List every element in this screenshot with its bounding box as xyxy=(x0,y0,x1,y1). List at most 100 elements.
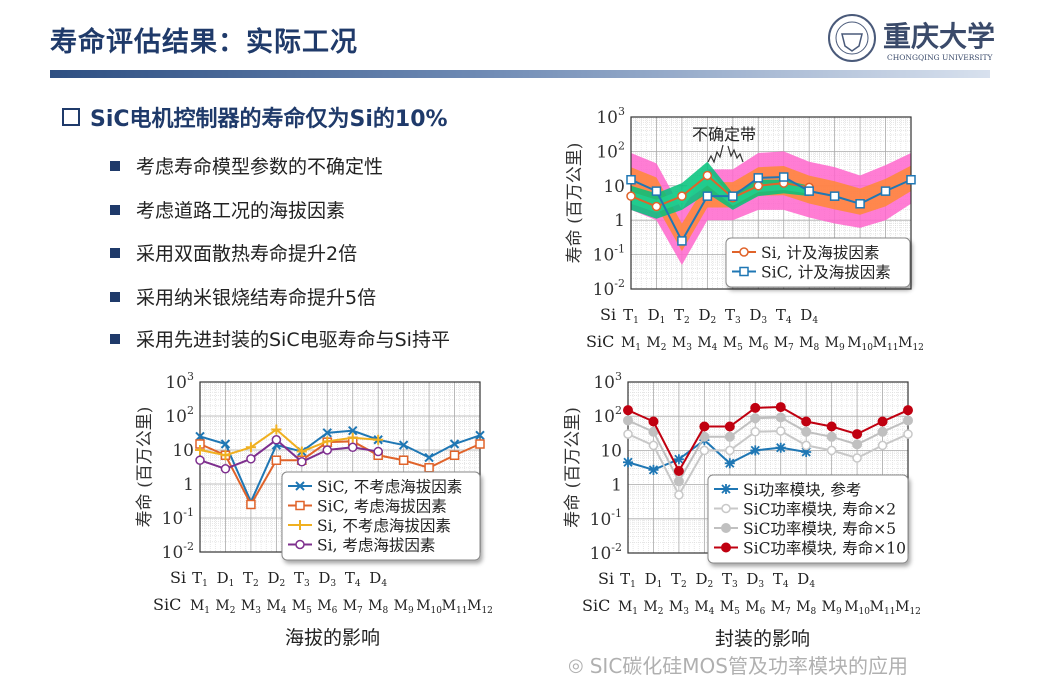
marker-circle-filled xyxy=(775,412,786,423)
marker-circle-open xyxy=(826,445,837,456)
marker-plus xyxy=(195,445,205,455)
legend-box xyxy=(725,237,911,288)
caption-packaging: 封装的影响 xyxy=(715,628,811,650)
category-label: M6 xyxy=(317,598,337,616)
sub-bullet: 采用纳米银烧结寿命提升5倍 xyxy=(110,283,376,310)
marker-circle-open xyxy=(699,445,710,456)
marker-circle-filled xyxy=(852,439,863,450)
wechat-icon: ◎ xyxy=(568,655,584,676)
category-label: T1 xyxy=(620,570,636,590)
marker-circle-open xyxy=(626,191,636,201)
category-label: D1 xyxy=(217,569,235,589)
y-tick-label: 103 xyxy=(593,370,622,393)
y-tick-label: 10 xyxy=(603,177,625,197)
page-title: 寿命评估结果：实际工况 xyxy=(50,27,358,58)
marker-plus xyxy=(322,436,333,447)
category-label: M1 xyxy=(621,335,641,353)
logo-text: 重庆大学 xyxy=(883,20,995,53)
marker-circle-filled xyxy=(623,415,633,426)
y-axis-label: 寿命 (百万公里) xyxy=(135,407,155,528)
category-label: M5 xyxy=(723,335,743,353)
y-tick-label: 102 xyxy=(593,404,622,427)
sub-bullet-text: 采用纳米银烧结寿命提升5倍 xyxy=(136,287,377,309)
y-tick-label: 10-2 xyxy=(162,540,194,563)
y-tick-label: 10-2 xyxy=(593,277,625,300)
category-label: D3 xyxy=(318,569,336,589)
square-bullet-icon xyxy=(110,291,120,302)
chart-altitude-effect: 10-2 10-1 1 10 102 103 寿命 (百万公里) Si T1 D1 T2 D2 T3 D3… xyxy=(135,370,493,616)
marker-square-open xyxy=(739,266,749,277)
marker-square-open xyxy=(677,236,687,246)
marker-square-open xyxy=(753,173,764,183)
category-label: M11 xyxy=(873,335,899,353)
legend-label: Si, 计及海拔因素 xyxy=(761,244,879,262)
uncertainty-band-core xyxy=(631,169,810,213)
category-label: M2 xyxy=(215,598,235,616)
y-tick-label: 102 xyxy=(596,139,625,162)
marker-circle-filled xyxy=(877,416,888,427)
sub-bullet-text: 考虑寿命模型参数的不确定性 xyxy=(136,156,384,178)
category-label: D3 xyxy=(749,306,767,326)
marker-circle-open xyxy=(297,457,307,467)
square-bullet-icon xyxy=(110,160,120,171)
category-label: M3 xyxy=(669,599,689,617)
y-tick-label: 10 xyxy=(172,441,194,461)
marker-plus xyxy=(295,520,305,530)
category-label: T3 xyxy=(294,569,310,589)
row-label: SiC xyxy=(582,596,610,615)
category-label: M11 xyxy=(442,598,468,616)
marker-circle-filled xyxy=(801,416,812,427)
marker-circle-open xyxy=(725,445,735,456)
annotation-squiggle xyxy=(707,144,724,164)
marker-circle-open xyxy=(739,247,749,257)
category-label: M7 xyxy=(343,598,363,616)
main-bullet: SiC电机控制器的寿命仅为Si的10% xyxy=(62,101,448,133)
marker-square-open xyxy=(475,439,485,449)
marker-x xyxy=(348,425,358,436)
marker-circle-open xyxy=(903,429,913,439)
marker-circle-filled xyxy=(724,431,735,442)
category-label: M3 xyxy=(241,598,261,616)
row-label: Si xyxy=(170,568,186,587)
marker-circle-open xyxy=(322,445,333,455)
chart-packaging-effect: 10-2 10-1 1 10 102 103 寿命 (百万公里) Si T1 D1 T2 D2 T3 D3… xyxy=(563,370,921,617)
legend: Si, 计及海拔因素 SiC, 计及海拔因素 xyxy=(725,237,911,288)
row-label: SiC xyxy=(153,595,181,614)
marker-square-open xyxy=(728,191,738,201)
marker-circle-open xyxy=(852,453,862,463)
marker-star xyxy=(648,464,659,475)
category-label: M10 xyxy=(847,335,873,353)
category-label: D4 xyxy=(800,306,818,326)
category-label: T2 xyxy=(671,570,687,590)
marker-square-open xyxy=(295,500,305,511)
category-label: M2 xyxy=(643,599,663,617)
category-label: M12 xyxy=(467,598,493,616)
marker-circle-open xyxy=(271,435,282,445)
watermark-text: SIC碳化硅MOS管及功率模块的应用 xyxy=(589,654,908,678)
category-label: M5 xyxy=(292,598,312,616)
category-label: M12 xyxy=(898,335,924,353)
main-bullet-text: SiC电机控制器的寿命仅为Si的10% xyxy=(90,107,448,132)
category-label: T2 xyxy=(243,569,259,589)
legend-label: Si, 考虑海拔因素 xyxy=(317,537,435,555)
category-label: D1 xyxy=(645,570,663,590)
category-label: M8 xyxy=(799,335,819,353)
category-label: M1 xyxy=(618,599,638,617)
legend-label: SiC功率模块, 寿命×5 xyxy=(743,520,896,538)
marker-circle-open xyxy=(753,181,764,191)
y-tick-label: 10-1 xyxy=(162,506,194,529)
marker-square-open xyxy=(398,455,409,465)
category-label: T1 xyxy=(623,306,639,326)
marker-circle-filled xyxy=(852,429,863,440)
marker-circle-open xyxy=(775,426,786,436)
marker-square-open xyxy=(246,499,256,510)
category-label: M6 xyxy=(748,335,768,353)
marker-x xyxy=(295,481,305,491)
row-label: SiC xyxy=(586,332,614,351)
marker-circle-filled xyxy=(903,405,913,416)
marker-square-open xyxy=(829,191,840,201)
marker-circle-open xyxy=(721,503,731,514)
uncertainty-band-core xyxy=(631,165,911,252)
